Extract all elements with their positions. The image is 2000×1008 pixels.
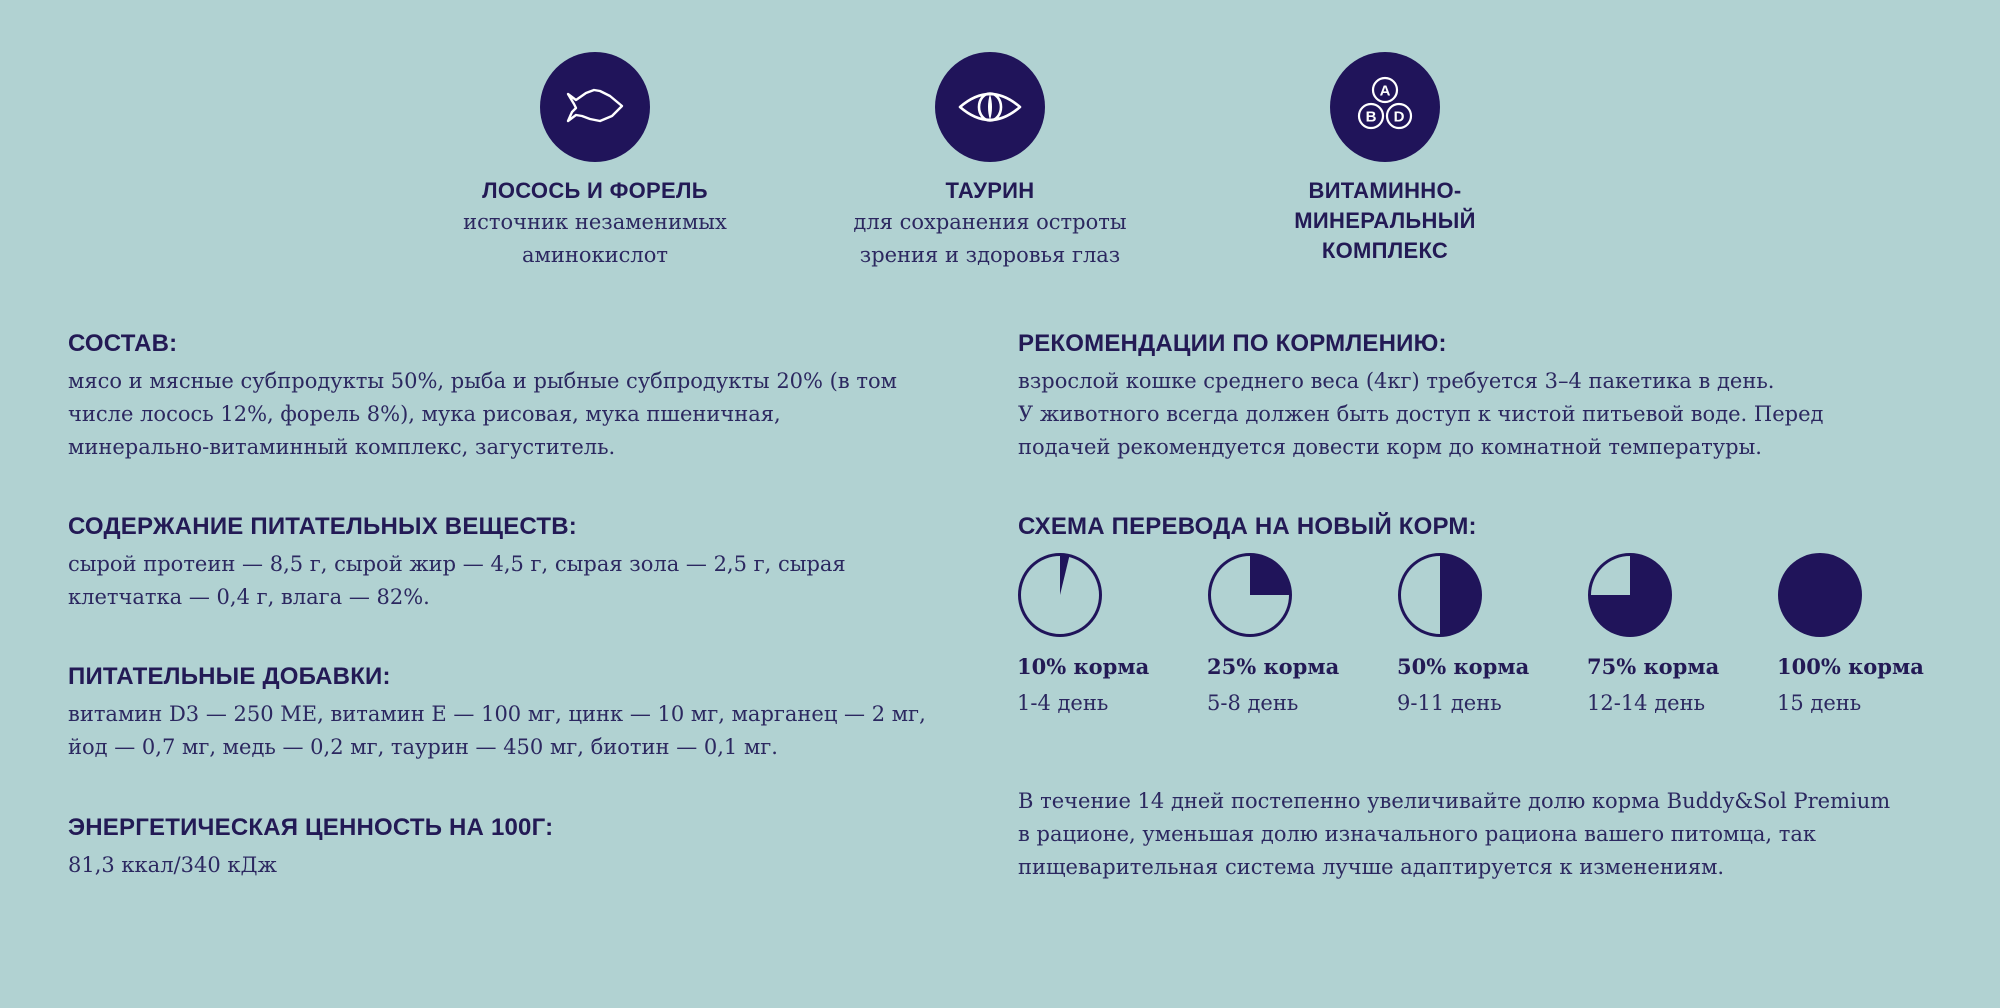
text-line: пищеварительная система лучше адаптирует… [1018,855,1725,879]
additives-section: ПИТАТЕЛЬНЫЕ ДОБАВКИ: витамин D3 — 250 МЕ… [68,662,926,764]
section-title: СОСТАВ: [68,330,178,357]
section-title: СХЕМА ПЕРЕВОДА НА НОВЫЙ КОРМ: [1018,513,1477,540]
step-days: 9-11 день [1397,691,1502,715]
vitamin-label-d: D [1394,109,1405,126]
text-line: В течение 14 дней постепенно увеличивайт… [1018,789,1891,813]
transition-step-5: 100% корма 15 день [1777,552,1967,718]
pie-10-percent-icon [1018,553,1102,637]
feature-desc-line: аминокислот [522,243,668,267]
feature-desc-line: источник незаменимых [463,210,727,234]
step-days: 5-8 день [1207,691,1299,715]
text-line: взрослой кошке среднего веса (4кг) требу… [1018,369,1775,393]
feature-icon-circle [935,52,1045,162]
text-line: минерально-витаминный комплекс, загустит… [68,435,616,459]
text-line: числе лосось 12%, форель 8%), мука рисов… [68,402,781,426]
step-days: 12-14 день [1587,691,1706,715]
composition-section: СОСТАВ: мясо и мясные субпродукты 50%, р… [68,329,897,464]
fish-icon [566,88,624,123]
step-percent: 100% корма [1777,654,1924,679]
section-title: ПИТАТЕЛЬНЫЕ ДОБАВКИ: [68,663,391,690]
step-percent: 10% корма [1017,654,1150,679]
feature-description: для сохранения остроты зрения и здоровья… [820,206,1160,272]
section-text: витамин D3 — 250 МЕ, витамин Е — 100 мг,… [68,698,926,764]
feature-desc-line: для сохранения остроты [853,210,1127,234]
section-text: взрослой кошке среднего веса (4кг) требу… [1018,365,1823,464]
text-line: мясо и мясные субпродукты 50%, рыба и ры… [68,369,897,393]
section-text: В течение 14 дней постепенно увеличивайт… [1018,785,1890,884]
feature-title: ТАУРИН [945,178,1035,203]
section-title: РЕКОМЕНДАЦИИ ПО КОРМЛЕНИЮ: [1018,330,1447,357]
transition-note: В течение 14 дней постепенно увеличивайт… [1018,785,1890,884]
feature-vitamin-complex: A B D ВИТАМИННО- МИНЕРАЛЬНЫЙ КОМПЛЕКС [1215,52,1555,266]
section-text: мясо и мясные субпродукты 50%, рыба и ры… [68,365,897,464]
transition-step-2: 25% корма 5-8 день [1207,552,1397,718]
transition-step-1: 10% корма 1-4 день [1017,552,1207,718]
feature-icon-circle [540,52,650,162]
feature-icon-circle: A B D [1330,52,1440,162]
text-line: клетчатка — 0,4 г, влага — 82%. [68,585,430,609]
transition-step-4: 75% корма 12-14 день [1587,552,1777,718]
transition-section: СХЕМА ПЕРЕВОДА НА НОВЫЙ КОРМ: [1018,512,1477,542]
text-line: подачей рекомендуется довести корм до ко… [1018,435,1762,459]
feature-title-line: КОМПЛЕКС [1321,238,1449,263]
feature-title-line: ВИТАМИННО- [1308,178,1462,203]
eye-icon [958,92,1022,122]
section-title: ЭНЕРГЕТИЧЕСКАЯ ЦЕННОСТЬ НА 100Г: [68,814,554,841]
feature-taurine: ТАУРИН для сохранения остроты зрения и з… [820,52,1160,272]
pie-100-percent-icon [1778,553,1862,637]
feature-title: ЛОСОСЬ И ФОРЕЛЬ [482,178,708,203]
feature-title-line: МИНЕРАЛЬНЫЙ [1294,208,1476,233]
feature-description: источник незаменимых аминокислот [425,206,765,272]
text-line: У животного всегда должен быть доступ к … [1018,402,1824,426]
step-percent: 25% корма [1207,654,1340,679]
text-line: сырой протеин — 8,5 г, сырой жир — 4,5 г… [68,552,846,576]
vitamins-abd-icon: A B D [1357,76,1413,130]
text-line: витамин D3 — 250 МЕ, витамин Е — 100 мг,… [68,702,926,726]
pie-75-percent-icon [1588,553,1672,637]
energy-value: 81,3 ккал/340 кДж [68,853,277,877]
section-title: СОДЕРЖАНИЕ ПИТАТЕЛЬНЫХ ВЕЩЕСТВ: [68,513,577,540]
feature-desc-line: зрения и здоровья глаз [859,243,1121,267]
feature-title: ВИТАМИННО- МИНЕРАЛЬНЫЙ КОМПЛЕКС [1215,176,1555,266]
text-line: в рационе, уменьшая долю изначального ра… [1018,822,1817,846]
step-days: 1-4 день [1017,691,1109,715]
pie-50-percent-icon [1398,553,1482,637]
text-line: йод — 0,7 мг, медь — 0,2 мг, таурин — 45… [68,735,778,759]
feature-salmon-trout: ЛОСОСЬ И ФОРЕЛЬ источник незаменимых ами… [425,52,765,272]
section-text: сырой протеин — 8,5 г, сырой жир — 4,5 г… [68,548,846,614]
transition-step-3: 50% корма 9-11 день [1397,552,1587,718]
pie-25-percent-icon [1208,553,1292,637]
step-percent: 50% корма [1397,654,1530,679]
vitamin-label-b: B [1366,109,1377,126]
step-percent: 75% корма [1587,654,1720,679]
step-days: 15 день [1777,691,1862,715]
feeding-section: РЕКОМЕНДАЦИИ ПО КОРМЛЕНИЮ: взрослой кошк… [1018,329,1823,464]
vitamin-label-a: A [1380,83,1391,100]
energy-section: ЭНЕРГЕТИЧЕСКАЯ ЦЕННОСТЬ НА 100Г: 81,3 кк… [68,813,553,882]
nutrients-section: СОДЕРЖАНИЕ ПИТАТЕЛЬНЫХ ВЕЩЕСТВ: сырой пр… [68,512,846,614]
